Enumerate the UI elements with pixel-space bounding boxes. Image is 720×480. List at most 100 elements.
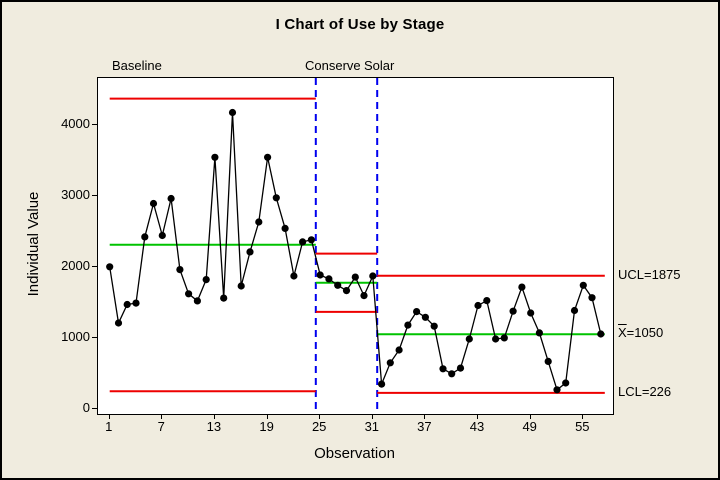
data-point (193, 297, 201, 305)
data-point (114, 319, 123, 327)
x-tick-label: 49 (522, 419, 537, 434)
x-tick-label: 37 (417, 419, 432, 434)
y-tick-mark (92, 408, 97, 409)
y-tick-label: 3000 (61, 186, 90, 202)
x-tick-label: 55 (575, 419, 590, 434)
lcl-label: LCL=226 (618, 384, 671, 399)
x-tick-label: 1 (105, 419, 113, 434)
data-point (299, 238, 307, 246)
x-tick-mark (371, 414, 373, 419)
chart-svg (106, 78, 605, 414)
data-point (228, 108, 237, 117)
chart-title: I Chart of Use by Stage (275, 16, 445, 33)
data-point (246, 248, 254, 256)
y-tick-mark (92, 194, 97, 196)
data-point (334, 281, 342, 289)
y-tick-label: 2000 (61, 257, 90, 273)
lcl-label-text: LCL=226 (618, 384, 672, 399)
data-point (351, 273, 359, 281)
data-point (202, 276, 210, 284)
y-tick-label: 4000 (61, 115, 90, 131)
y-tick-mark (92, 123, 97, 125)
x-tick-mark (529, 414, 531, 419)
data-point (562, 379, 570, 387)
x-tick-mark (319, 414, 321, 419)
stage-label-conserve: Conserve (305, 58, 361, 73)
data-point (474, 301, 482, 310)
data-point (106, 263, 114, 271)
data-point (386, 359, 394, 367)
data-point (290, 272, 298, 280)
data-point (281, 224, 289, 232)
plot-area (97, 77, 614, 415)
x-tick-mark (266, 414, 268, 419)
x-tick-label: 13 (206, 419, 222, 434)
data-point (158, 231, 166, 240)
x-tick-mark (161, 414, 163, 419)
stage-label-solar: Solar (364, 58, 395, 73)
data-point (132, 299, 140, 307)
y-tick-mark (92, 336, 97, 338)
x-tick-mark (424, 414, 426, 419)
data-point (185, 290, 193, 298)
data-point (307, 236, 315, 244)
data-point (553, 386, 561, 394)
x-tick-mark (213, 414, 215, 419)
data-point (456, 364, 465, 372)
stage-label-baseline: Baseline (112, 58, 162, 73)
data-point (378, 380, 386, 388)
data-point (465, 335, 473, 343)
data-point (316, 271, 324, 279)
data-point (413, 308, 421, 316)
data-point (588, 294, 596, 302)
data-point (430, 322, 438, 330)
x-tick-label: 31 (364, 419, 380, 434)
y-tick-label: 0 (82, 400, 90, 415)
x-tick-mark (477, 414, 478, 419)
x-tick-mark (582, 414, 584, 419)
data-point (149, 199, 158, 208)
data-point (141, 233, 149, 241)
data-point (176, 266, 184, 274)
data-point (535, 329, 543, 337)
x-tick-label: 25 (311, 419, 327, 434)
data-point (325, 275, 333, 283)
data-point (167, 194, 175, 203)
y-tick-mark (92, 265, 97, 267)
ucl-label-text: UCL=1875 (618, 267, 681, 282)
data-point (369, 272, 377, 280)
data-point (570, 306, 579, 315)
mean-label-xbar: X (618, 325, 627, 340)
data-point (123, 300, 131, 309)
data-point (439, 365, 447, 373)
data-line (109, 112, 602, 391)
x-tick-label: 19 (259, 419, 274, 434)
data-point (492, 335, 500, 343)
data-point (518, 283, 526, 291)
data-point (483, 297, 491, 305)
data-point (527, 309, 535, 317)
data-point (342, 287, 351, 295)
data-point (579, 281, 587, 289)
data-point (395, 346, 403, 354)
data-point (255, 218, 263, 226)
x-axis-title: Observation (314, 445, 395, 462)
data-point (448, 370, 456, 378)
data-point (404, 321, 412, 329)
data-point (421, 313, 429, 321)
ucl-label: UCL=1875 (618, 267, 681, 282)
data-point (272, 194, 280, 202)
mean-label-text: =1050 (626, 325, 664, 340)
data-point (544, 357, 552, 365)
data-point (597, 330, 605, 338)
data-point (237, 282, 245, 290)
data-point (264, 153, 272, 161)
y-tick-label: 1000 (61, 328, 90, 344)
data-point (220, 294, 228, 302)
x-tick-label: 43 (469, 419, 485, 434)
data-point (360, 292, 368, 300)
data-point (509, 307, 517, 315)
mean-label: X=1050 (618, 325, 663, 340)
data-point (500, 334, 508, 342)
